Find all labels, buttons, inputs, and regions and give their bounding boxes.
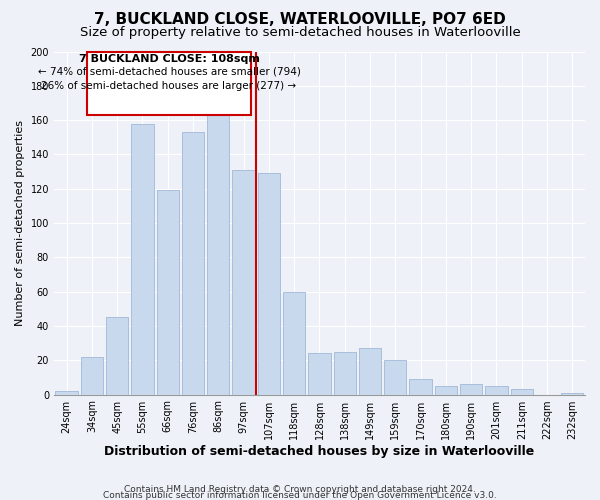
Bar [485, 386, 508, 394]
Bar [182, 132, 204, 394]
Text: Size of property relative to semi-detached houses in Waterlooville: Size of property relative to semi-detach… [80, 26, 520, 39]
Bar [157, 190, 179, 394]
Text: Contains HM Land Registry data © Crown copyright and database right 2024.: Contains HM Land Registry data © Crown c… [124, 485, 476, 494]
Text: 26% of semi-detached houses are larger (277) →: 26% of semi-detached houses are larger (… [41, 80, 296, 90]
Bar [460, 384, 482, 394]
Text: 7, BUCKLAND CLOSE, WATERLOOVILLE, PO7 6ED: 7, BUCKLAND CLOSE, WATERLOOVILLE, PO7 6E… [94, 12, 506, 28]
Bar [258, 174, 280, 394]
Text: Contains public sector information licensed under the Open Government Licence v3: Contains public sector information licen… [103, 491, 497, 500]
Bar [384, 360, 406, 394]
Bar [207, 112, 229, 395]
Bar [232, 170, 255, 394]
Y-axis label: Number of semi-detached properties: Number of semi-detached properties [15, 120, 25, 326]
Bar [359, 348, 381, 395]
Text: ← 74% of semi-detached houses are smaller (794): ← 74% of semi-detached houses are smalle… [38, 67, 301, 77]
Bar [308, 354, 331, 395]
Bar [131, 124, 154, 394]
Bar [283, 292, 305, 395]
Bar [106, 318, 128, 394]
Bar [561, 393, 583, 394]
Bar [334, 352, 356, 395]
Text: 7 BUCKLAND CLOSE: 108sqm: 7 BUCKLAND CLOSE: 108sqm [79, 54, 259, 64]
Bar [511, 390, 533, 394]
Bar [409, 379, 432, 394]
FancyBboxPatch shape [87, 52, 251, 115]
Bar [55, 391, 77, 394]
Bar [435, 386, 457, 394]
X-axis label: Distribution of semi-detached houses by size in Waterlooville: Distribution of semi-detached houses by … [104, 444, 535, 458]
Bar [81, 357, 103, 395]
